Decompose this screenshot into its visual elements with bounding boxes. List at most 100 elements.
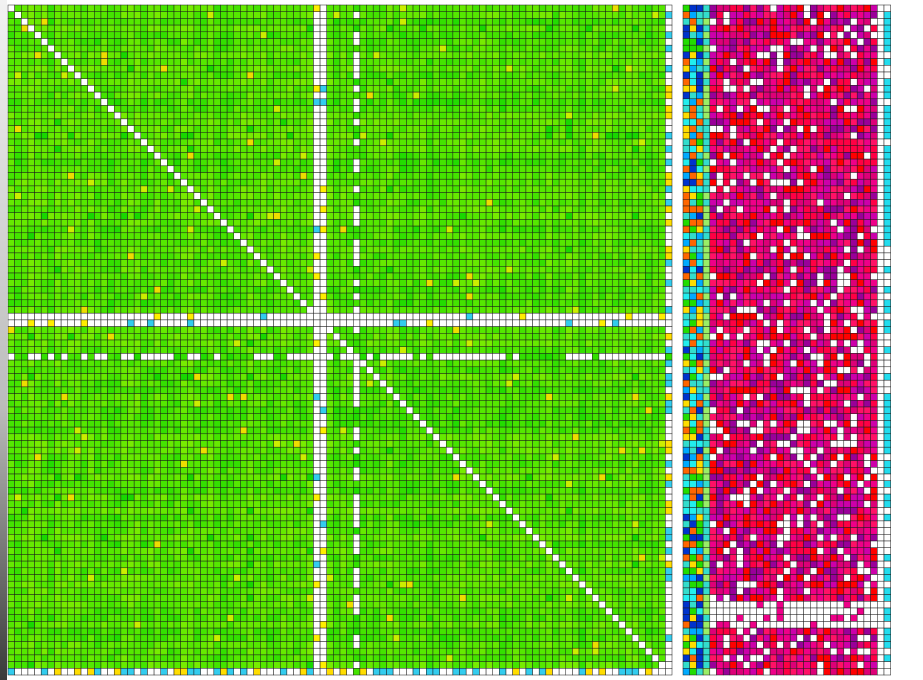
cell <box>319 44 327 53</box>
cell <box>631 111 640 120</box>
cell <box>113 78 122 86</box>
cell <box>658 105 666 113</box>
cell <box>439 185 447 193</box>
cell <box>80 245 88 254</box>
cell <box>651 105 659 113</box>
cell <box>558 24 567 33</box>
cell <box>21 152 29 160</box>
cell <box>651 266 659 274</box>
cell <box>87 172 95 180</box>
cell <box>266 245 274 254</box>
cell <box>167 172 175 180</box>
cell <box>585 51 593 59</box>
cell <box>253 306 261 314</box>
cell <box>432 158 440 167</box>
cell <box>127 24 135 33</box>
cell <box>34 286 42 294</box>
cell <box>27 138 35 146</box>
cell <box>87 71 95 79</box>
cell <box>485 138 493 146</box>
cell <box>326 145 334 153</box>
cell <box>80 98 88 106</box>
cell <box>40 199 49 207</box>
cell <box>472 259 480 267</box>
cell <box>306 232 314 240</box>
cell <box>512 199 520 207</box>
cell <box>605 219 613 227</box>
cell <box>645 111 653 120</box>
cell <box>525 232 533 240</box>
cell <box>499 165 507 173</box>
cell <box>366 232 374 240</box>
cell <box>585 205 593 213</box>
cell <box>618 165 626 173</box>
cell <box>7 165 15 173</box>
cell <box>651 85 659 93</box>
cell <box>113 172 122 180</box>
cell <box>167 225 175 234</box>
cell <box>113 105 122 113</box>
cell <box>180 11 188 19</box>
cell <box>140 4 148 12</box>
cell <box>233 272 241 280</box>
cell <box>459 333 467 341</box>
cell <box>299 145 308 153</box>
cell <box>107 172 115 180</box>
cell <box>492 239 500 247</box>
cell <box>366 172 374 180</box>
cell <box>485 165 493 173</box>
cell <box>339 4 347 12</box>
cell <box>359 219 367 227</box>
cell <box>100 111 108 120</box>
cell <box>419 31 427 39</box>
cell <box>353 225 361 234</box>
cell <box>260 91 268 100</box>
cell <box>651 185 659 193</box>
cell <box>286 199 294 207</box>
cell <box>180 85 188 93</box>
cell <box>27 31 35 39</box>
cell <box>180 125 188 133</box>
cell <box>353 11 361 19</box>
cell <box>665 259 673 267</box>
cell <box>465 105 474 113</box>
cell <box>366 71 374 79</box>
cell <box>47 44 55 53</box>
cell <box>120 125 128 133</box>
cell <box>127 38 135 46</box>
cell <box>7 132 15 140</box>
cell <box>220 199 228 207</box>
cell <box>173 44 181 53</box>
cell <box>14 212 22 220</box>
cell <box>140 105 148 113</box>
cell <box>220 219 228 227</box>
cell <box>572 225 580 234</box>
cell <box>386 266 394 274</box>
cell <box>14 98 22 106</box>
cell <box>665 326 673 334</box>
cell <box>60 145 69 153</box>
cell <box>625 145 633 153</box>
cell <box>445 199 454 207</box>
cell <box>359 199 367 207</box>
cell <box>160 205 168 213</box>
cell <box>499 192 507 200</box>
cell <box>459 172 467 180</box>
cell <box>638 158 646 167</box>
cell <box>34 199 42 207</box>
cell <box>333 232 341 240</box>
cell <box>439 245 447 254</box>
cell <box>379 205 387 213</box>
cell <box>40 178 49 187</box>
cell <box>333 245 341 254</box>
cell <box>213 245 221 254</box>
cell <box>107 286 115 294</box>
cell <box>645 312 653 321</box>
cell <box>246 132 254 140</box>
cell <box>572 192 580 200</box>
cell <box>21 98 29 106</box>
cell <box>153 292 161 301</box>
cell <box>432 98 440 106</box>
cell <box>399 299 407 307</box>
cell <box>598 333 606 341</box>
